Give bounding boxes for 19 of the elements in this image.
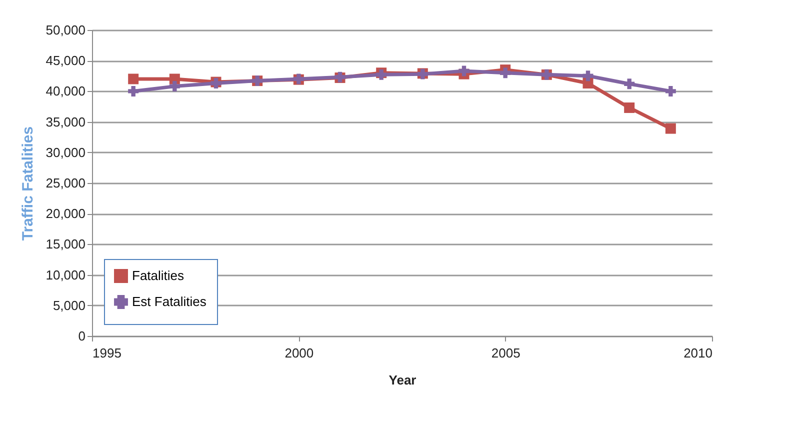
y-axis-title: Traffic Fatalities xyxy=(20,126,37,241)
y-tick-label: 15,000 xyxy=(46,236,86,252)
x-tick-label: 2000 xyxy=(284,346,314,360)
x-tick-label: 2005 xyxy=(491,346,520,360)
y-tick-label: 35,000 xyxy=(46,114,86,130)
y-tick-label: 5,000 xyxy=(52,298,86,313)
y-tick-label: 25,000 xyxy=(46,176,86,190)
y-tick-label: 50,000 xyxy=(46,22,86,38)
x-tick-label: 2010 xyxy=(684,346,712,360)
x-tick-label: 1995 xyxy=(92,346,122,360)
legend-label: Est Fatalities xyxy=(132,294,207,309)
y-tick-label: 10,000 xyxy=(46,267,86,282)
legend-label: Fatalities xyxy=(132,268,185,283)
x-axis-title: Year xyxy=(388,372,416,388)
y-tick-label: 0 xyxy=(78,328,86,344)
y-tick-label: 20,000 xyxy=(46,206,86,222)
y-tick-label: 45,000 xyxy=(46,53,86,68)
y-tick-label: 30,000 xyxy=(46,144,86,160)
y-tick-label: 40,000 xyxy=(46,84,86,99)
